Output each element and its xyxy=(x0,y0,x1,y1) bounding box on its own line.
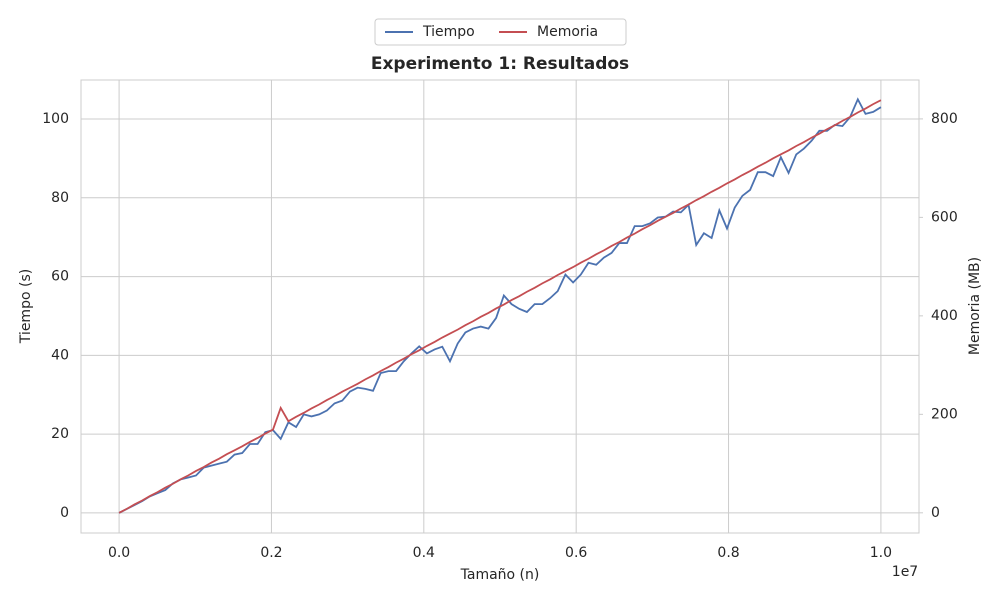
plot-frame xyxy=(80,79,920,534)
y-axis-label: Tiempo (s) xyxy=(18,269,34,344)
y2-axis-label: Memoria (MB) xyxy=(967,257,983,355)
x-axis-label: Tamaño (n) xyxy=(460,567,540,583)
y-tick-label: 20 xyxy=(51,426,69,442)
x-tick-label: 0.8 xyxy=(717,545,739,561)
y2-tick-label: 600 xyxy=(931,209,958,225)
y-tick-label: 80 xyxy=(51,190,69,206)
y2-tick-label: 800 xyxy=(931,111,958,127)
x-tick-label: 0.6 xyxy=(565,545,587,561)
x-tick-label: 0.2 xyxy=(260,545,282,561)
x-tick-label: 0.4 xyxy=(413,545,435,561)
legend-label: Memoria xyxy=(537,24,598,40)
data-line xyxy=(118,99,882,514)
y-tick-label: 40 xyxy=(51,347,69,363)
y2-tick-label: 0 xyxy=(931,505,940,521)
chart-title: Experimento 1: Resultados xyxy=(371,54,629,74)
y-tick-label: 0 xyxy=(60,505,69,521)
legend-label: Tiempo xyxy=(422,24,475,40)
y2-tick-label: 200 xyxy=(931,406,958,422)
x-tick-label: 0.0 xyxy=(108,545,130,561)
y2-tick-label: 400 xyxy=(931,308,958,324)
y-tick-label: 100 xyxy=(42,111,69,127)
x-offset-label: 1e7 xyxy=(892,564,918,580)
y-tick-label: 60 xyxy=(51,269,69,285)
x-tick-label: 1.0 xyxy=(870,545,892,561)
